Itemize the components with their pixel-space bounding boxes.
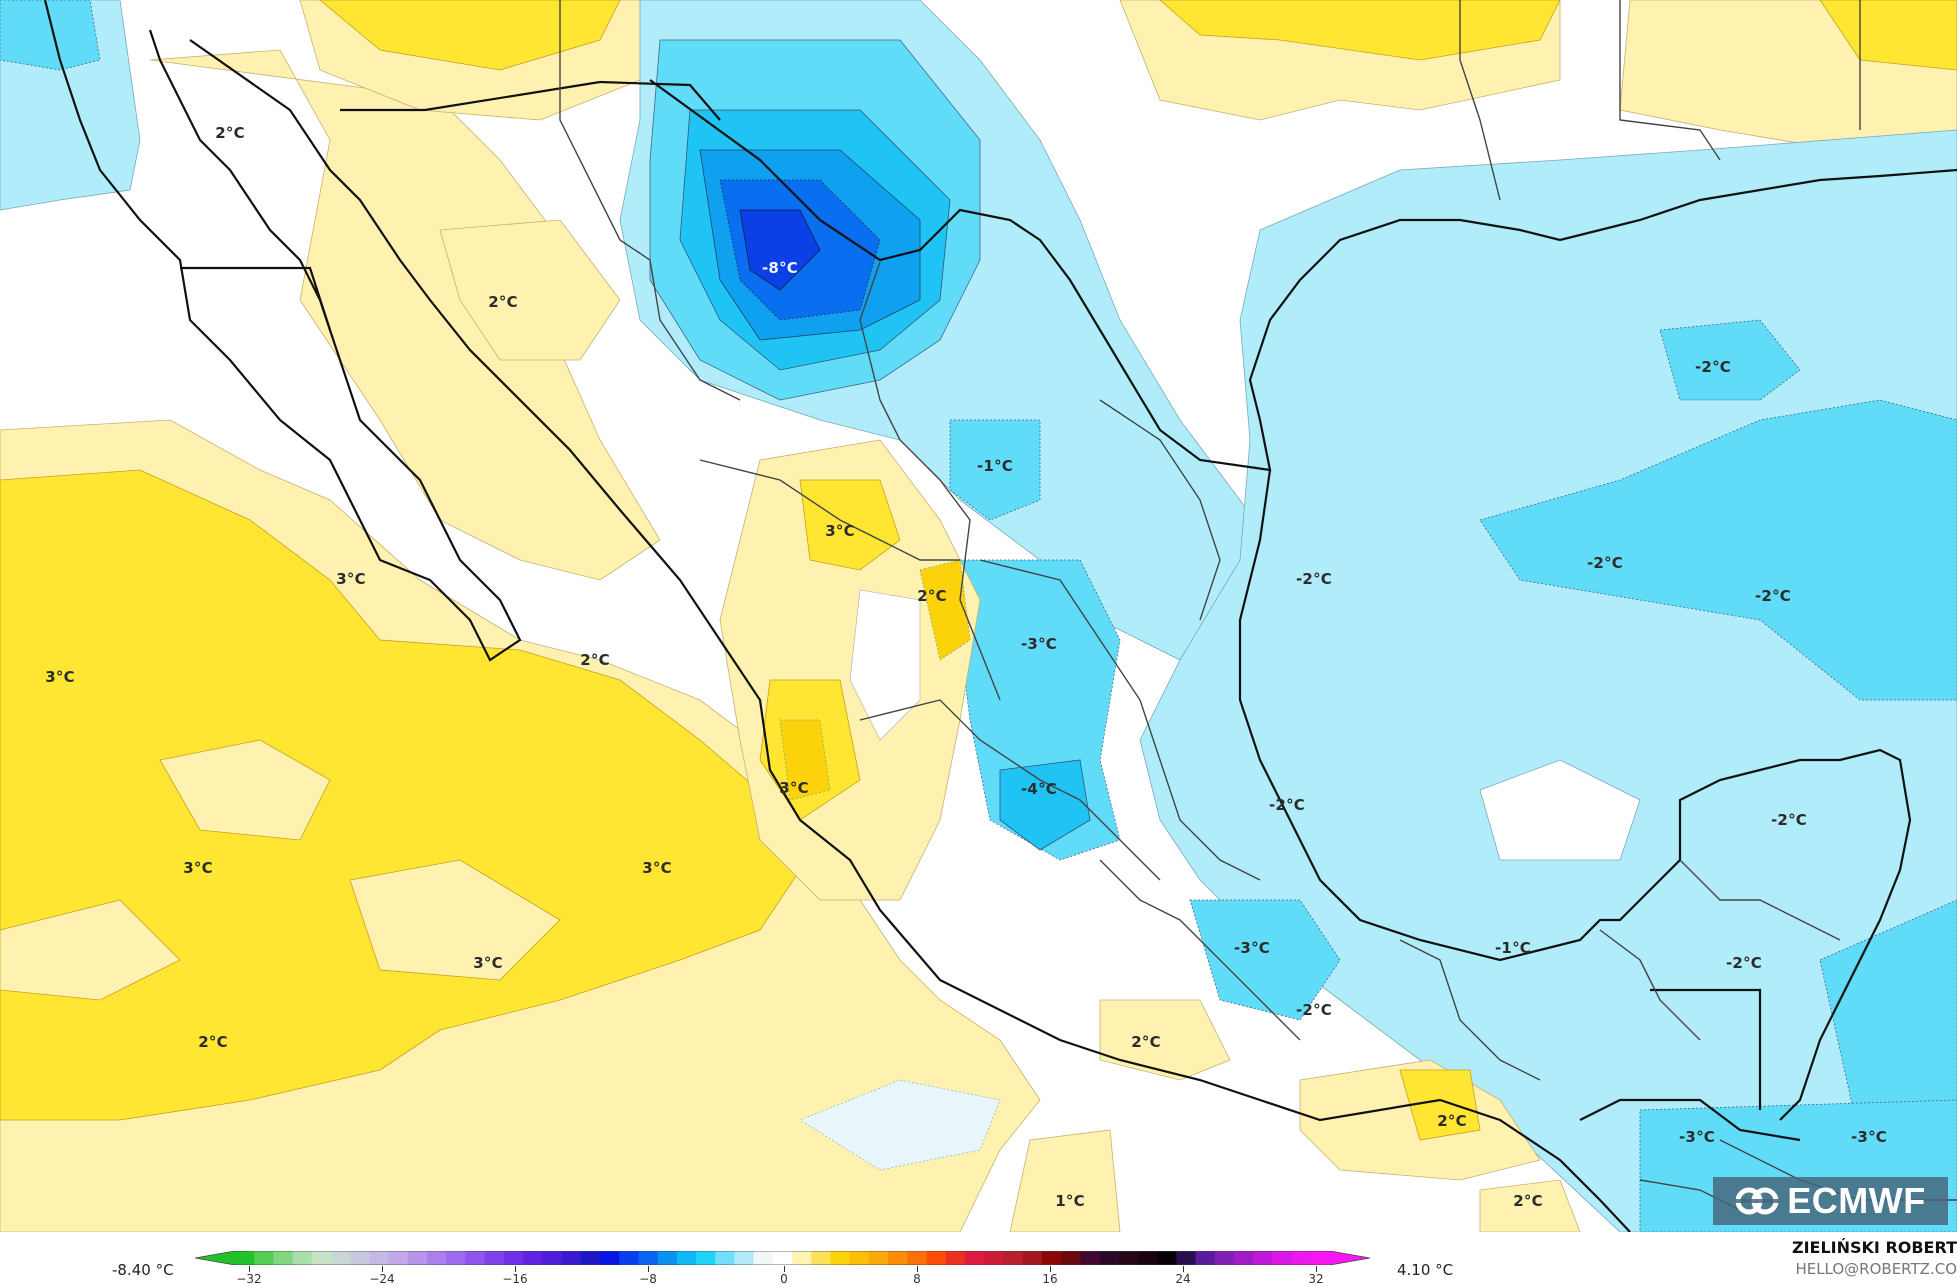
ecmwf-mark-icon: [1735, 1187, 1780, 1215]
isotherm-label: 2°C: [1437, 1112, 1467, 1130]
isotherm-label: 2°C: [488, 293, 518, 311]
tick-mark: [515, 1266, 516, 1272]
tick-mark: [1316, 1266, 1317, 1272]
isotherm-label: -2°C: [1296, 1001, 1332, 1019]
isotherm-label: -3°C: [1851, 1128, 1887, 1146]
tick-label: −8: [639, 1272, 657, 1286]
isotherm-label: -8°C: [762, 259, 798, 277]
tick-label: 0: [780, 1272, 788, 1286]
isotherm-label: 2°C: [580, 651, 610, 669]
isotherm-label: -2°C: [1296, 570, 1332, 588]
isotherm-label: 1°C: [1055, 1192, 1085, 1210]
tick-label: 16: [1042, 1272, 1058, 1286]
isotherm-label: 2°C: [917, 587, 947, 605]
isotherm-label: 3°C: [779, 779, 809, 797]
isotherm-label: -2°C: [1771, 811, 1807, 829]
tick-mark: [382, 1266, 383, 1272]
logo-text: ECMWF: [1787, 1180, 1926, 1221]
tick-mark: [1183, 1266, 1184, 1272]
tick-mark: [648, 1266, 649, 1272]
isotherm-label: 2°C: [215, 124, 245, 142]
isotherm-label: 3°C: [45, 668, 75, 686]
min-value-label: -8.40 °C: [112, 1261, 174, 1279]
tick-mark: [249, 1266, 250, 1272]
color-scale-legend: -8.40 °C −32 −24 −16 −8 0 8 16 24 32 4.10 °C ZIE…: [0, 1232, 1957, 1287]
tick-label: 8: [913, 1272, 921, 1286]
tick-mark: [1050, 1266, 1051, 1272]
author-email: HELLO@ROBERTZ.CO: [1795, 1260, 1957, 1278]
isotherm-label: -3°C: [1234, 939, 1270, 957]
isotherm-label: 3°C: [825, 522, 855, 540]
isotherm-label: -2°C: [1726, 954, 1762, 972]
isotherm-label: -3°C: [1679, 1128, 1715, 1146]
temperature-anomaly-field: [0, 0, 1957, 1232]
author-credit: ZIELIŃSKI ROBERT: [1791, 1238, 1957, 1257]
isotherm-label: 2°C: [1513, 1192, 1543, 1210]
isotherm-label: -2°C: [1695, 358, 1731, 376]
tick-label: 32: [1308, 1272, 1324, 1286]
isotherm-label: 3°C: [473, 954, 503, 972]
isotherm-label: -4°C: [1021, 780, 1057, 798]
isotherm-label: -2°C: [1269, 796, 1305, 814]
isotherm-label: -2°C: [1755, 587, 1791, 605]
isotherm-label: -3°C: [1021, 635, 1057, 653]
tick-mark: [784, 1266, 785, 1272]
tick-label: −24: [369, 1272, 395, 1286]
tick-label: 24: [1175, 1272, 1191, 1286]
isotherm-label: -1°C: [977, 457, 1013, 475]
isotherm-label: 3°C: [336, 570, 366, 588]
isotherm-label: -1°C: [1495, 939, 1531, 957]
isotherm-label: -2°C: [1587, 554, 1623, 572]
color-bar: [195, 1251, 1370, 1265]
max-value-label: 4.10 °C: [1397, 1261, 1454, 1279]
isotherm-label: 2°C: [198, 1033, 228, 1051]
isotherm-label: 3°C: [183, 859, 213, 877]
ecmwf-logo: ECMWF: [1713, 1177, 1948, 1225]
isotherm-label: 3°C: [642, 859, 672, 877]
weather-map: 2°C 2°C -8°C -1°C 3°C 2°C -3°C -4°C 3°C 3°C 2°C 3°C…: [0, 0, 1957, 1234]
isotherm-label: 2°C: [1131, 1033, 1161, 1051]
tick-mark: [917, 1266, 918, 1272]
tick-label: −16: [502, 1272, 528, 1286]
tick-label: −32: [236, 1272, 262, 1286]
